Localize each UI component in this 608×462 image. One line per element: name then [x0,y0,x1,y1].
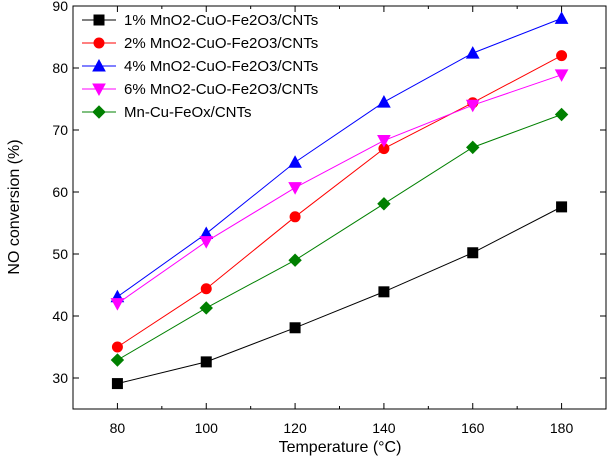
data-point [556,201,568,213]
y-tick-label: 50 [52,246,68,262]
x-tick-label: 180 [550,420,574,436]
data-point [288,155,302,168]
data-point [465,46,480,59]
x-tick-label: 100 [195,420,219,436]
data-point [554,69,569,82]
series-line [117,206,562,385]
data-point [111,341,123,353]
y-axis: 30 40 50 60 70 80 90 [52,0,606,386]
data-point [554,11,569,24]
legend-label: 4% MnO2-CuO-Fe2O3/CNTs [124,58,318,75]
y-tick-label: 90 [52,0,68,14]
data-point [111,378,123,390]
series-1 [111,201,568,390]
legend-marker [92,58,106,72]
data-point [288,182,302,195]
data-point [288,253,302,267]
data-point [199,236,214,249]
legend-item: 2% MnO2-CuO-Fe2O3/CNTs [82,35,318,52]
data-point [199,301,213,315]
x-axis-label: Temperature (°C) [279,439,402,456]
x-axis: 80 100 120 140 160 180 [72,6,607,436]
legend-label: 1% MnO2-CuO-Fe2O3/CNTs [124,12,318,29]
legend-label: Mn-Cu-FeOx/CNTs [124,104,252,121]
legend-label: 2% MnO2-CuO-Fe2O3/CNTs [124,35,318,52]
legend-item: 4% MnO2-CuO-Fe2O3/CNTs [82,58,318,75]
y-tick-label: 80 [52,60,68,76]
y-axis-label: NO conversion (%) [6,139,23,274]
legend-item: 6% MnO2-CuO-Fe2O3/CNTs [82,81,318,98]
series-line [117,17,562,298]
data-point [377,197,391,211]
legend-label: 6% MnO2-CuO-Fe2O3/CNTs [124,81,318,98]
y-tick-label: 40 [52,308,68,324]
y-tick-label: 60 [52,184,68,200]
data-point [289,211,301,223]
data-point [289,322,301,334]
x-tick-label: 160 [461,420,485,436]
data-point [377,95,391,108]
data-point [377,135,391,148]
x-tick-label: 120 [283,420,307,436]
legend-marker [92,83,106,97]
series-layer [110,11,569,390]
legend-marker [93,14,105,26]
data-point [110,298,125,311]
legend-item: 1% MnO2-CuO-Fe2O3/CNTs [82,12,318,29]
series-line [117,55,562,348]
legend: 1% MnO2-CuO-Fe2O3/CNTs 2% MnO2-CuO-Fe2O3/… [82,12,318,121]
data-point [467,247,479,259]
data-point [554,107,569,122]
x-tick-label: 80 [110,420,126,436]
data-point [110,353,125,367]
data-point [466,140,480,155]
data-point [465,99,480,113]
series-line [117,74,562,305]
series-line [117,114,562,361]
data-point [556,50,568,62]
x-tick-label: 140 [372,420,396,436]
data-point [378,286,390,298]
data-point [200,283,212,295]
legend-marker [92,105,106,119]
series-4 [110,69,569,311]
y-tick-label: 30 [52,370,68,386]
series-5 [110,107,569,367]
legend-item: Mn-Cu-FeOx/CNTs [82,104,252,121]
data-point [200,356,212,368]
legend-marker [93,37,105,49]
y-tick-label: 70 [52,122,68,138]
series-3 [110,11,569,303]
